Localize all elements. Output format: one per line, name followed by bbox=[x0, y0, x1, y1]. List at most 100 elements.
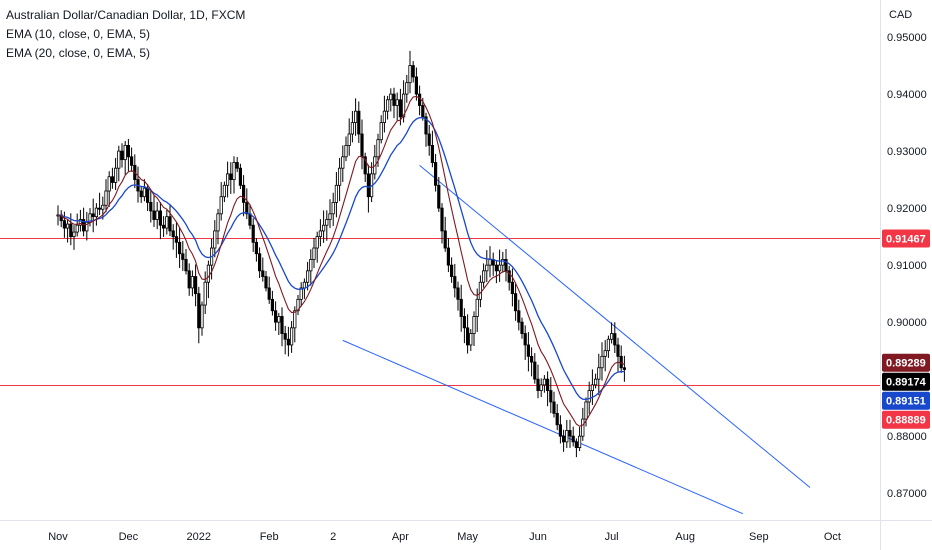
candle bbox=[405, 74, 409, 103]
candle bbox=[277, 312, 281, 336]
candle-body bbox=[443, 230, 447, 249]
candle-body bbox=[328, 213, 332, 220]
ema10-legend[interactable]: EMA (10, close, 0, EMA, 5) bbox=[6, 27, 151, 41]
candle bbox=[395, 92, 399, 121]
candle bbox=[321, 210, 326, 243]
candle-body bbox=[299, 287, 303, 300]
candle-body bbox=[261, 270, 265, 277]
ema10-line[interactable] bbox=[57, 95, 625, 427]
candle-body bbox=[206, 264, 210, 283]
candle bbox=[200, 301, 204, 336]
candle-body bbox=[187, 270, 191, 289]
candle bbox=[213, 220, 217, 258]
candle-body bbox=[325, 219, 329, 226]
candle bbox=[126, 138, 130, 172]
candle bbox=[299, 282, 303, 307]
price-badge-label: 0.89151 bbox=[886, 396, 926, 408]
candle-body bbox=[405, 82, 409, 95]
candle bbox=[526, 332, 531, 372]
candle-body bbox=[139, 190, 143, 198]
candle-body bbox=[193, 276, 198, 295]
candle bbox=[587, 381, 591, 414]
candle-body bbox=[526, 344, 531, 357]
candle bbox=[510, 268, 515, 307]
candle-body bbox=[213, 230, 217, 249]
candle-body bbox=[600, 355, 604, 369]
candle-body bbox=[542, 378, 547, 386]
candle-body bbox=[613, 333, 617, 346]
candle-body bbox=[485, 264, 489, 272]
candle bbox=[597, 353, 601, 396]
channel-lower-line[interactable] bbox=[342, 339, 743, 515]
candle-body bbox=[72, 231, 76, 238]
candle-body bbox=[459, 298, 463, 317]
candle-body bbox=[149, 202, 153, 212]
candle-body bbox=[401, 93, 406, 118]
candle-body bbox=[555, 412, 559, 426]
candle bbox=[578, 427, 582, 452]
y-tick-label: 0.87000 bbox=[887, 488, 927, 500]
candle-body bbox=[69, 223, 73, 238]
candle bbox=[315, 231, 319, 263]
candle-body bbox=[456, 287, 460, 300]
candle bbox=[238, 163, 242, 189]
candle bbox=[98, 192, 102, 216]
ema20-legend[interactable]: EMA (20, close, 0, EMA, 5) bbox=[6, 46, 151, 60]
candle bbox=[440, 203, 444, 244]
price-badge-bg bbox=[882, 372, 930, 391]
candle-body bbox=[165, 216, 169, 229]
x-tick-label: Sep bbox=[749, 531, 769, 543]
candle bbox=[514, 283, 518, 321]
candle-body bbox=[472, 316, 476, 334]
candle bbox=[187, 263, 191, 296]
candle-body bbox=[289, 327, 294, 346]
candle-body bbox=[177, 241, 182, 255]
candle bbox=[261, 257, 265, 282]
candle bbox=[491, 252, 495, 276]
currency-label: CAD bbox=[889, 9, 912, 21]
candle-body bbox=[337, 167, 342, 186]
candle-body bbox=[606, 338, 611, 352]
candle bbox=[501, 251, 505, 273]
candle-body bbox=[462, 316, 467, 329]
candle bbox=[139, 185, 143, 203]
candle-body bbox=[286, 338, 291, 346]
candle bbox=[562, 429, 566, 452]
candle-body bbox=[315, 236, 319, 249]
candle-body bbox=[421, 105, 425, 118]
candle bbox=[267, 276, 271, 304]
candle-body bbox=[574, 441, 579, 448]
candle bbox=[459, 284, 463, 332]
candle bbox=[337, 157, 342, 202]
candle bbox=[469, 329, 473, 352]
candle-body bbox=[302, 281, 307, 289]
candle-body bbox=[341, 156, 345, 169]
ema20-line[interactable] bbox=[57, 117, 625, 401]
candle bbox=[289, 321, 294, 353]
candle-body bbox=[107, 176, 111, 192]
candle-body bbox=[504, 259, 508, 272]
candle-body bbox=[530, 355, 534, 363]
candle-body bbox=[565, 430, 569, 443]
candle-body bbox=[357, 110, 361, 135]
candle-body bbox=[546, 378, 550, 391]
candle-body bbox=[433, 162, 438, 186]
candle-body bbox=[497, 264, 502, 272]
candle-body bbox=[481, 270, 486, 283]
price-badge-bg bbox=[882, 391, 930, 410]
candle-body bbox=[277, 316, 281, 323]
candle bbox=[347, 118, 351, 156]
chart-title[interactable]: Australian Dollar/Canadian Dollar, 1D, F… bbox=[6, 8, 246, 22]
candle-body bbox=[353, 110, 358, 123]
candle-body bbox=[98, 207, 102, 210]
candle bbox=[107, 171, 111, 207]
candle-body bbox=[270, 298, 275, 312]
price-badge: 0.89151 bbox=[882, 391, 930, 410]
candle bbox=[382, 95, 387, 133]
candle-body bbox=[280, 316, 284, 334]
candle bbox=[251, 218, 255, 252]
candle-body bbox=[501, 259, 505, 266]
candle-body bbox=[129, 156, 134, 166]
candle bbox=[517, 299, 521, 331]
